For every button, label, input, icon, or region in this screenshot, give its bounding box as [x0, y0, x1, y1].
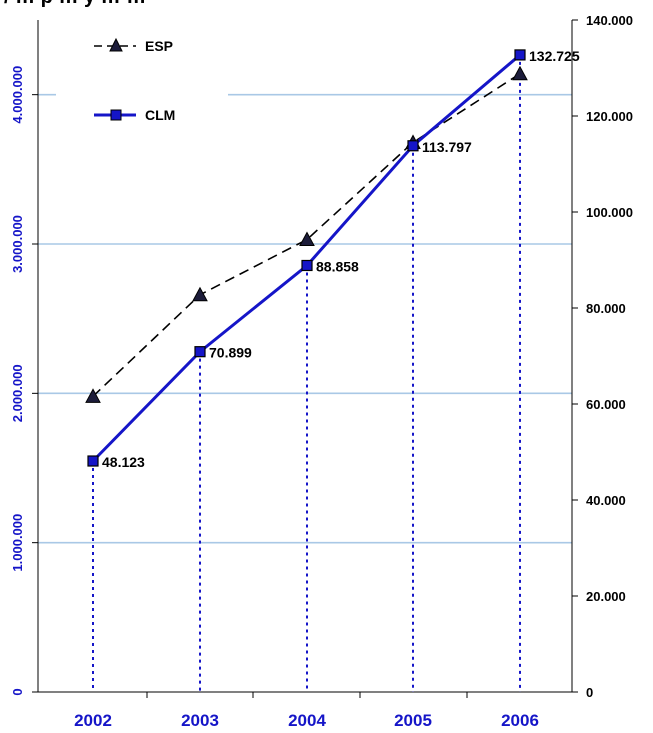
x-tick-label: 2002 — [74, 711, 112, 730]
right-tick-label: 100.000 — [586, 205, 633, 220]
point-clm — [87, 455, 99, 467]
data-label-clm: 88.858 — [316, 258, 359, 274]
right-tick-label: 0 — [586, 685, 593, 700]
data-label-clm: 70.899 — [209, 345, 252, 361]
axes: 0 1.000.000 2.000.000 3.000.000 4.000.000 0 20… — [10, 13, 633, 730]
legend-label-clm: CLM — [145, 107, 175, 123]
left-tick-label: 1.000.000 — [10, 514, 25, 572]
data-label-clm: 48.123 — [102, 454, 145, 470]
series-line-esp — [92, 73, 521, 397]
legend-label-esp: ESP — [145, 38, 173, 54]
left-tick-label: 2.000.000 — [10, 364, 25, 422]
legend-marker-clm — [110, 109, 122, 121]
point-esp — [192, 286, 208, 302]
left-tick-label: 3.000.000 — [10, 215, 25, 273]
legend: ESP CLM — [56, 20, 228, 140]
point-esp — [512, 65, 528, 81]
right-tick-label: 20.000 — [586, 589, 626, 604]
legend-box — [56, 20, 228, 140]
point-esp — [85, 388, 101, 403]
left-tick-label: 0 — [10, 688, 25, 695]
left-tick-label: 4.000.000 — [10, 66, 25, 124]
right-tick-label: 120.000 — [586, 109, 633, 124]
data-labels: 48.123 70.899 88.858 113.797 132.725 — [102, 48, 580, 470]
right-tick-label: 40.000 — [586, 493, 626, 508]
x-tick-label: 2003 — [181, 711, 219, 730]
right-tick-label: 80.000 — [586, 301, 626, 316]
data-label-clm: 132.725 — [529, 48, 580, 64]
x-tick-label: 2004 — [288, 711, 326, 730]
drop-lines — [92, 54, 521, 692]
point-clm — [194, 346, 206, 358]
point-clm — [514, 49, 526, 61]
gridlines — [38, 93, 572, 544]
point-clm — [301, 259, 313, 272]
point-esp — [299, 231, 315, 247]
x-tick-label: 2006 — [501, 711, 539, 730]
chart-title: / … p … y … … — [4, 0, 146, 9]
data-label-clm: 113.797 — [422, 139, 472, 155]
right-tick-label: 140.000 — [586, 13, 633, 28]
x-tick-label: 2005 — [394, 711, 432, 730]
legend-marker-esp — [109, 37, 123, 52]
point-clm — [407, 140, 419, 152]
series — [85, 49, 528, 467]
right-tick-label: 60.000 — [586, 397, 626, 412]
